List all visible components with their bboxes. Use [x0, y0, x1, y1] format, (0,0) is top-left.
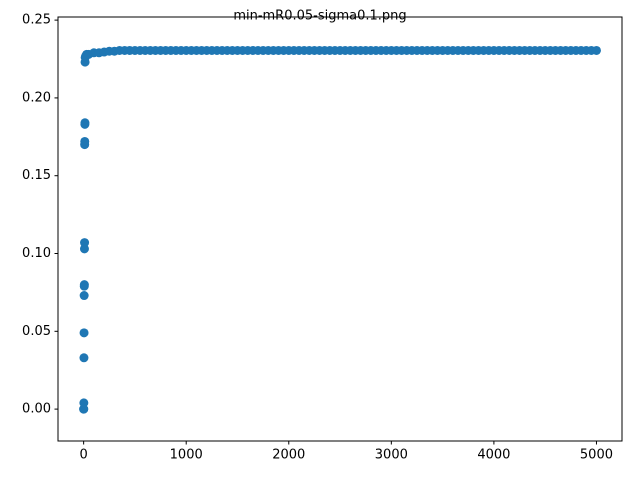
x-tick-label: 2000 [272, 448, 305, 463]
point [79, 404, 89, 414]
y-tick-label: 0.20 [22, 90, 51, 105]
y-tick-label: 0.15 [22, 168, 51, 183]
point [79, 328, 89, 338]
x-tick-label: 4000 [477, 448, 510, 463]
y-tick-label: 0.10 [22, 246, 51, 261]
point [79, 398, 89, 408]
y-tick-label: 0.05 [22, 324, 51, 339]
point [80, 238, 90, 248]
point [80, 118, 90, 128]
x-tick-label: 3000 [375, 448, 408, 463]
x-tick-label: 1000 [170, 448, 203, 463]
y-tick-label: 0.25 [22, 13, 51, 28]
point [79, 291, 89, 301]
chart-title: min-mR0.05-sigma0.1.png [233, 9, 406, 24]
x-tick-label: 5000 [580, 448, 613, 463]
point [80, 136, 90, 146]
axes-frame [57, 16, 623, 442]
point [79, 353, 89, 363]
x-tick-label: 0 [80, 448, 88, 463]
point [79, 280, 89, 290]
y-tick-label: 0.00 [22, 402, 51, 417]
point [79, 244, 89, 254]
plot-area [79, 45, 601, 414]
point [591, 45, 601, 55]
